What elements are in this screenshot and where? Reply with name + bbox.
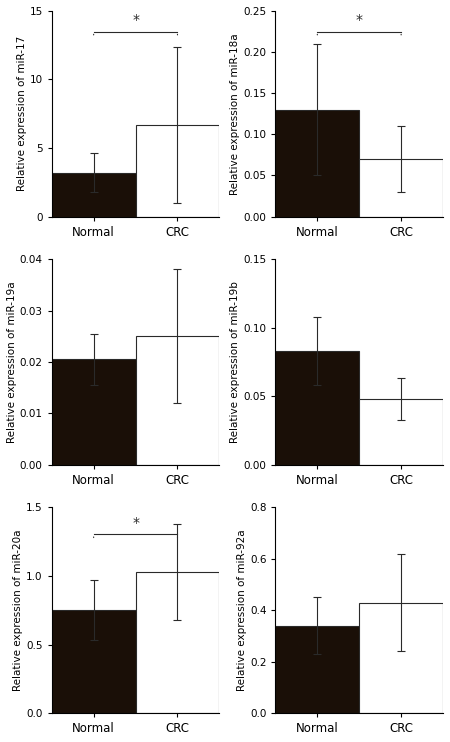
Bar — [135, 125, 220, 217]
Y-axis label: Relative expression of miR-17: Relative expression of miR-17 — [17, 36, 27, 191]
Y-axis label: Relative expression of miR-92a: Relative expression of miR-92a — [237, 530, 247, 691]
Y-axis label: Relative expression of miR-19b: Relative expression of miR-19b — [230, 281, 240, 443]
Bar — [359, 603, 443, 713]
Text: *: * — [356, 13, 363, 27]
Bar — [135, 572, 220, 713]
Bar — [52, 173, 135, 217]
Y-axis label: Relative expression of miR-20a: Relative expression of miR-20a — [14, 530, 23, 691]
Bar — [135, 336, 220, 464]
Bar — [359, 159, 443, 217]
Text: *: * — [132, 13, 139, 27]
Y-axis label: Relative expression of miR-19a: Relative expression of miR-19a — [7, 281, 17, 443]
Bar — [52, 359, 135, 464]
Bar — [275, 351, 359, 464]
Y-axis label: Relative expression of miR-18a: Relative expression of miR-18a — [230, 33, 240, 194]
Bar — [52, 610, 135, 713]
Bar — [359, 399, 443, 464]
Text: *: * — [132, 516, 139, 530]
Bar — [275, 626, 359, 713]
Bar — [275, 110, 359, 217]
